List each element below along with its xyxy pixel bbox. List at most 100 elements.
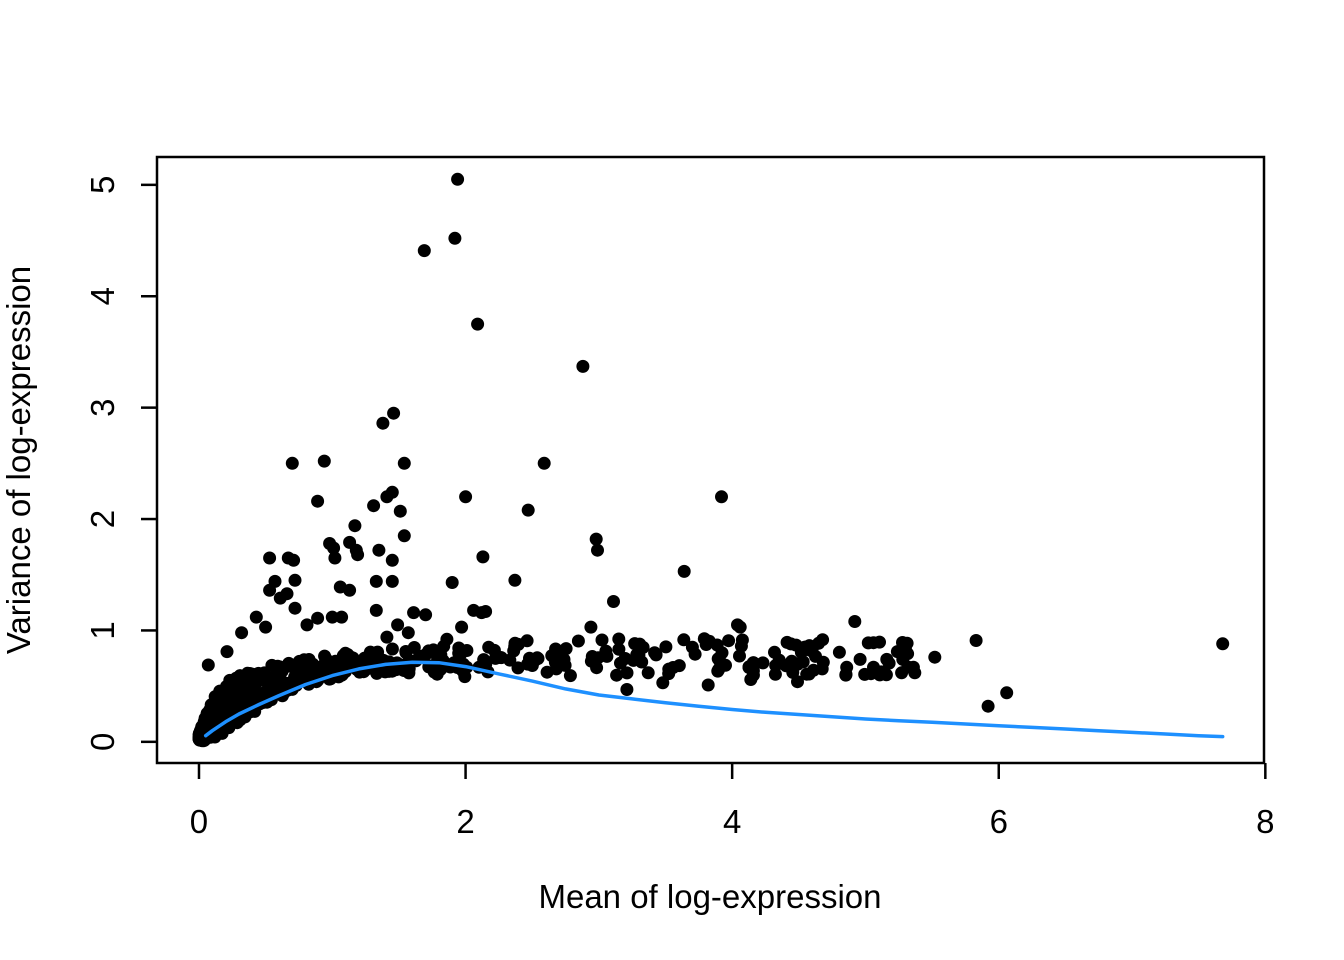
data-point [733, 649, 746, 663]
data-point [385, 553, 399, 567]
data-point [734, 639, 748, 653]
y-tick-label: 4 [84, 287, 121, 305]
trend-curve [203, 660, 1225, 739]
data-point [511, 637, 525, 651]
data-point [325, 610, 339, 624]
data-point [677, 564, 691, 578]
data-point [271, 659, 285, 673]
y-tick-label: 1 [84, 621, 121, 639]
data-point [302, 653, 316, 666]
data-point [612, 642, 626, 656]
data-point [419, 608, 433, 622]
data-point [369, 574, 383, 588]
data-point [376, 416, 390, 430]
data-point [571, 634, 585, 648]
data-point [595, 633, 609, 647]
data-point [259, 620, 273, 634]
dense-point-cloud [192, 632, 915, 748]
data-point [853, 652, 867, 666]
data-point [370, 666, 384, 680]
data-point [672, 659, 686, 673]
data-point [494, 651, 508, 665]
data-point [816, 633, 830, 647]
data-point [451, 172, 465, 186]
data-point [348, 519, 362, 533]
data-point [327, 541, 341, 555]
data-point [589, 532, 603, 546]
data-point [722, 634, 736, 648]
data-point [908, 666, 922, 680]
data-point [848, 615, 862, 628]
data-point [289, 663, 303, 677]
data-point [477, 653, 491, 667]
data-point [867, 636, 880, 650]
data-point [479, 605, 493, 618]
data-point [300, 618, 314, 632]
data-point [896, 652, 910, 666]
data-point [715, 646, 729, 660]
data-point [210, 692, 224, 705]
data-point [305, 668, 319, 682]
data-point [285, 456, 299, 470]
data-point [620, 666, 634, 680]
data-point [273, 591, 287, 605]
data-point [445, 576, 459, 589]
data-point [641, 666, 655, 680]
data-point [590, 661, 604, 675]
data-point [656, 676, 670, 690]
data-point [268, 669, 282, 683]
data-point [591, 543, 604, 557]
data-point [548, 655, 562, 669]
data-point [697, 632, 711, 646]
x-tick-label: 6 [990, 803, 1008, 840]
data-point [471, 317, 485, 331]
y-tick-label: 3 [84, 398, 121, 416]
data-point [249, 689, 263, 703]
data-point [335, 610, 349, 624]
data-point [612, 632, 626, 646]
data-point [840, 660, 854, 674]
data-point [701, 678, 715, 692]
data-point [981, 699, 995, 713]
data-point [880, 652, 894, 666]
data-point [576, 359, 590, 373]
data-point [235, 626, 249, 640]
data-point [715, 490, 728, 504]
data-point [393, 504, 407, 518]
data-point [607, 595, 620, 608]
data-point [626, 653, 640, 667]
data-point [858, 667, 872, 681]
x-tick-label: 2 [456, 803, 474, 840]
data-point [742, 661, 756, 674]
data-point [401, 626, 415, 640]
data-point [769, 659, 783, 672]
data-point [599, 644, 613, 658]
data-point [804, 644, 818, 658]
data-point [898, 641, 912, 655]
y-axis-ticks: 0 1 2 3 4 5 [84, 176, 157, 751]
data-point [311, 494, 325, 508]
data-point [620, 683, 634, 696]
x-tick-label: 8 [1256, 803, 1274, 840]
data-point [407, 606, 421, 620]
data-point [662, 662, 676, 676]
outlier-points [201, 172, 1230, 713]
data-point [559, 642, 573, 656]
data-point [1216, 637, 1230, 651]
data-point [563, 669, 577, 683]
data-point [380, 630, 394, 644]
data-point [549, 642, 563, 656]
data-point [347, 654, 361, 667]
data-point [531, 652, 545, 665]
data-point [780, 635, 794, 649]
data-point [928, 650, 942, 664]
data-point [311, 611, 325, 625]
data-point [584, 620, 598, 634]
data-point [385, 642, 399, 656]
data-point [254, 669, 268, 683]
data-point [322, 663, 336, 677]
x-axis-title: Mean of log-expression [538, 878, 881, 915]
y-tick-label: 2 [84, 510, 121, 528]
data-point [455, 620, 469, 634]
